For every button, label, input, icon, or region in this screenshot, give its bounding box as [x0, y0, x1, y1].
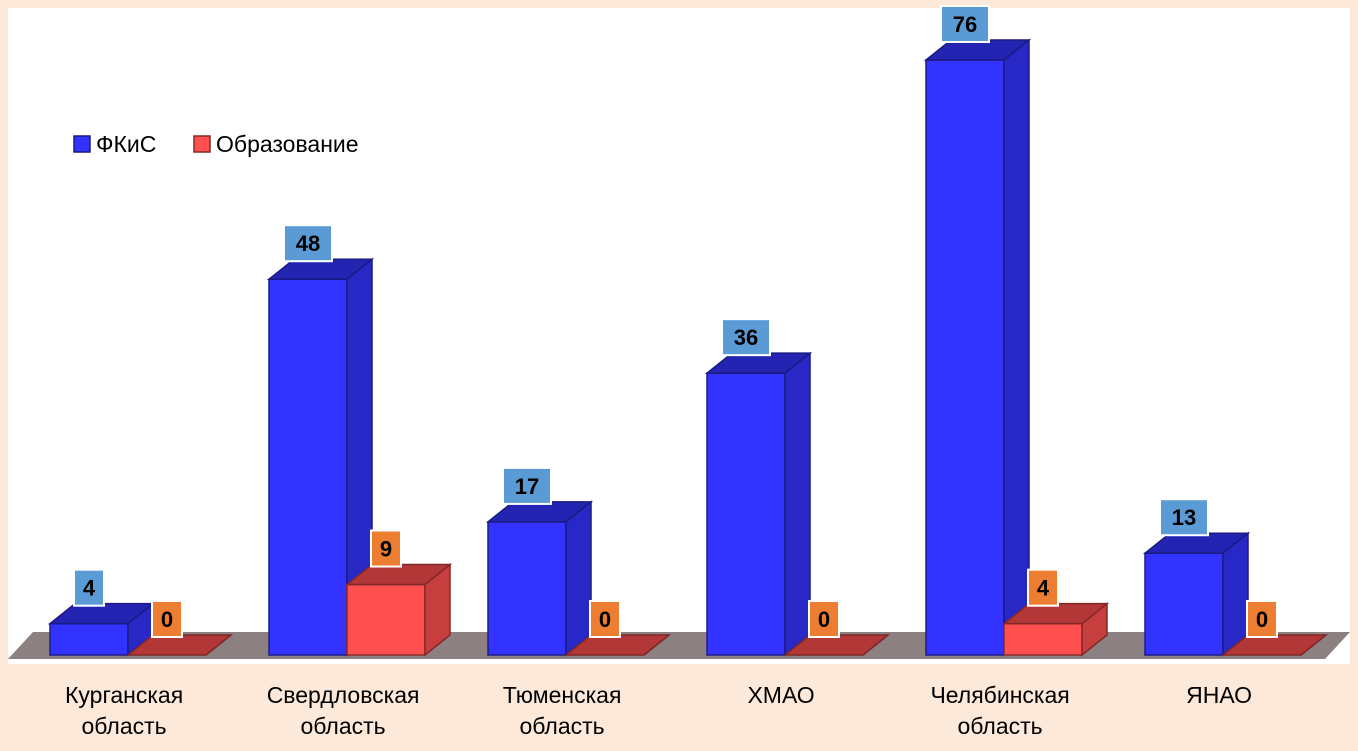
bar-education-4 — [1001, 602, 1110, 657]
svg-text:4: 4 — [1037, 576, 1050, 601]
bar-fkis-1 — [266, 257, 375, 657]
value-label-fkis-0: 4 — [73, 568, 105, 607]
bar-education-5 — [1220, 634, 1329, 656]
svg-text:0: 0 — [599, 607, 611, 632]
bar-education-1 — [344, 562, 453, 657]
plot-area — [8, 8, 1350, 664]
bar-education-3 — [782, 634, 891, 656]
legend-label: ФКиС — [96, 131, 156, 157]
bar-education-2 — [563, 634, 672, 656]
category-label-5: ЯНАО — [1186, 682, 1252, 708]
legend-label: Образование — [216, 131, 359, 157]
bar-fkis-2 — [485, 500, 594, 657]
svg-text:36: 36 — [734, 325, 758, 350]
category-label-3: ХМАО — [747, 682, 814, 708]
value-label-fkis-2: 17 — [502, 466, 552, 505]
svg-text:48: 48 — [296, 231, 320, 256]
legend-swatch — [73, 135, 91, 153]
category-label-2: Тюменская область — [503, 682, 622, 739]
legend-item-fkis: ФКиС — [73, 131, 156, 157]
value-label-education-0: 0 — [151, 600, 183, 638]
value-label-fkis-4: 76 — [940, 5, 990, 43]
bar-fkis-5 — [1142, 531, 1251, 657]
value-label-fkis-3: 36 — [721, 318, 771, 357]
value-label-education-4: 4 — [1027, 568, 1059, 607]
svg-text:17: 17 — [515, 474, 539, 499]
svg-text:0: 0 — [161, 607, 173, 632]
svg-text:9: 9 — [380, 537, 392, 562]
svg-text:76: 76 — [953, 12, 977, 37]
legend-item-education: Образование — [193, 131, 359, 157]
bar-fkis-3 — [704, 351, 813, 657]
category-label-4: Челябинская область — [930, 682, 1069, 739]
category-label-0: Курганская область — [65, 682, 183, 739]
value-label-fkis-1: 48 — [283, 224, 333, 263]
value-label-education-1: 9 — [370, 529, 402, 568]
bar-fkis-4 — [923, 38, 1032, 657]
svg-text:0: 0 — [1256, 607, 1268, 632]
value-label-fkis-5: 13 — [1159, 498, 1209, 537]
legend-swatch — [193, 135, 211, 153]
value-label-education-3: 0 — [808, 600, 840, 638]
category-labels-layer: Курганская область Свердловская область Тюме… — [65, 682, 1252, 739]
svg-text:13: 13 — [1172, 505, 1196, 530]
bar-education-0 — [125, 634, 234, 656]
svg-text:4: 4 — [83, 576, 96, 601]
category-label-1: Свердловская область — [267, 682, 420, 739]
value-label-education-2: 0 — [589, 600, 621, 638]
svg-text:0: 0 — [818, 607, 830, 632]
legend: ФКиС Образование — [73, 131, 359, 157]
value-labels-layer: 4 0 48 9 17 0 36 0 76 4 13 0 — [73, 5, 1278, 638]
bars-layer — [47, 38, 1329, 657]
value-label-education-5: 0 — [1246, 600, 1278, 638]
